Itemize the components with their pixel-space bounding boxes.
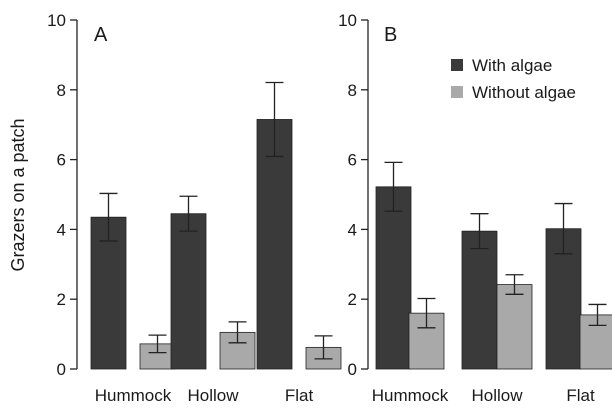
error-bar-b-hollow-without-algae — [505, 274, 524, 295]
error-bar-b-flat-with-algae — [554, 202, 573, 255]
error-bar-a-hollow-without-algae — [228, 321, 247, 344]
category-label-b-flat: Flat — [566, 386, 595, 405]
error-bar-a-hummock-without-algae — [148, 334, 167, 354]
error-bar-b-flat-without-algae — [588, 303, 607, 327]
y-tick-label-b-2: 2 — [348, 290, 357, 309]
y-tick-label-a-6: 6 — [57, 151, 66, 170]
error-bar-a-hummock-with-algae — [99, 192, 118, 242]
legend: With algae Without algae — [451, 56, 576, 102]
error-bar-b-hollow-with-algae — [470, 213, 489, 250]
y-axis-title: Grazers on a patch — [8, 118, 28, 271]
bar-a-hollow-with-algae — [170, 213, 207, 370]
category-label-a-hollow: Hollow — [187, 386, 239, 405]
panel-b-label: B — [384, 24, 397, 46]
panel-a-label: A — [94, 24, 108, 46]
error-bar-a-hollow-with-algae — [179, 195, 198, 232]
bar-a-flat-with-algae — [256, 119, 293, 370]
y-tick-label-a-0: 0 — [57, 360, 66, 379]
error-bar-b-hummock-without-algae — [417, 297, 436, 329]
panel-a: A 0 2 4 6 8 10 Hummock Hollow Flat — [47, 11, 342, 405]
legend-label-with-algae: With algae — [472, 56, 552, 75]
y-tick-label-a-4: 4 — [57, 220, 66, 239]
bar-b-flat-without-algae — [579, 314, 612, 370]
y-tick-label-b-8: 8 — [348, 81, 357, 100]
y-tick-label-a-2: 2 — [57, 290, 66, 309]
bar-b-hollow-with-algae — [461, 230, 498, 370]
y-tick-label-b-4: 4 — [348, 220, 357, 239]
category-label-b-hummock: Hummock — [372, 386, 449, 405]
category-label-a-hummock: Hummock — [95, 386, 172, 405]
y-tick-label-a-8: 8 — [57, 81, 66, 100]
legend-swatch-with-algae — [451, 59, 463, 71]
legend-label-without-algae: Without algae — [472, 83, 576, 102]
bar-a-hummock-with-algae — [90, 216, 127, 370]
category-label-a-flat: Flat — [285, 386, 314, 405]
y-tick-label-b-6: 6 — [348, 151, 357, 170]
error-bar-b-hummock-with-algae — [384, 161, 403, 212]
bar-b-hummock-with-algae — [375, 186, 412, 370]
bar-a-hollow-without-algae — [219, 331, 256, 370]
error-bar-a-flat-without-algae — [314, 335, 333, 360]
y-tick-label-b-10: 10 — [338, 11, 357, 30]
panel-b: B 0 2 4 6 8 10 Hummock Hollow Flat — [338, 11, 612, 405]
error-bar-a-flat-with-algae — [265, 81, 284, 158]
bar-b-hollow-without-algae — [496, 284, 533, 370]
y-tick-label-a-10: 10 — [47, 11, 66, 30]
y-tick-label-b-0: 0 — [348, 360, 357, 379]
category-label-b-hollow: Hollow — [471, 386, 523, 405]
legend-swatch-without-algae — [451, 86, 463, 98]
